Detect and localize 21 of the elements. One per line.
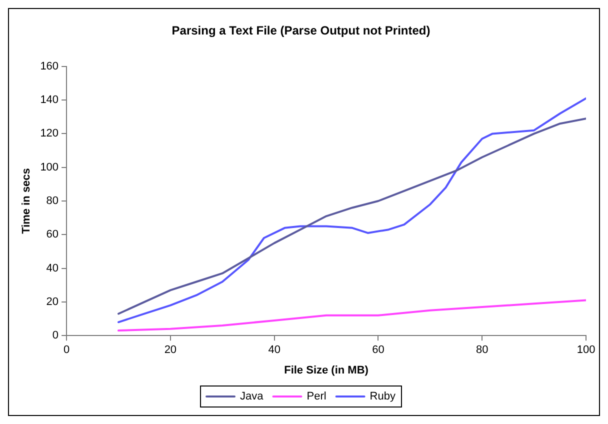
y-tick-label: 120	[40, 128, 59, 140]
x-axis-title: File Size (in MB)	[284, 364, 369, 376]
legend-label: Ruby	[370, 390, 396, 403]
x-tick-label: 60	[372, 344, 384, 356]
y-tick-label: 80	[46, 195, 59, 208]
x-tick-label: 0	[63, 344, 70, 356]
x-tick-label: 20	[164, 344, 177, 356]
y-tick-label: 100	[40, 161, 59, 174]
y-tick-label: 40	[46, 262, 59, 274]
chart-title: Parsing a Text File (Parse Output not Printed)	[172, 24, 430, 38]
legend-label: Java	[240, 390, 264, 403]
x-tick-label: 80	[476, 344, 488, 356]
x-tick-label: 100	[576, 344, 596, 356]
y-tick-label: 20	[46, 296, 59, 308]
y-axis-title: Time in secs	[20, 168, 33, 234]
y-tick-label: 0	[52, 330, 59, 342]
y-tick-label: 140	[40, 94, 59, 106]
legend-label: Perl	[306, 390, 326, 403]
y-tick-label: 160	[40, 60, 59, 72]
x-tick-label: 40	[268, 344, 280, 356]
y-tick-label: 60	[46, 228, 59, 241]
